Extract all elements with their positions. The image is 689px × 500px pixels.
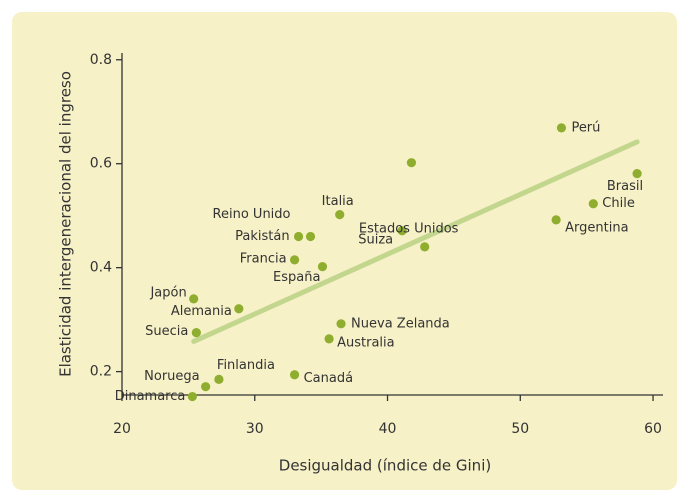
point-label: Japón <box>149 285 186 300</box>
y-tick-label: 0.2 <box>90 364 112 380</box>
y-tick-label: 0.8 <box>90 52 112 68</box>
y-tick-label: 0.4 <box>90 260 112 276</box>
point <box>214 374 224 385</box>
point-label: Reino Unido <box>213 207 291 222</box>
point <box>551 215 561 225</box>
point-label: Australia <box>337 335 395 350</box>
trend-line <box>191 139 640 344</box>
point <box>335 210 345 220</box>
point-label: Dinamarca <box>115 389 186 404</box>
point <box>289 370 300 380</box>
point-label: España <box>273 270 320 285</box>
x-axis-title: Desigualdad (índice de Gini) <box>279 457 491 475</box>
point <box>556 123 567 133</box>
point <box>406 158 417 168</box>
point <box>324 334 334 344</box>
point <box>336 319 346 329</box>
point-label: Pakistán <box>235 229 289 244</box>
point <box>317 262 328 272</box>
point-label: Chile <box>602 196 635 211</box>
point-label: Nueva Zelanda <box>351 316 450 331</box>
point-label: Noruega <box>144 369 199 384</box>
y-axis-title: Elasticidad intergeneracional del ingres… <box>57 71 75 377</box>
point <box>420 242 430 252</box>
x-tick-label: 50 <box>511 421 529 437</box>
x-tick-label: 30 <box>246 421 264 437</box>
point-label: Suiza <box>358 232 393 247</box>
point-label: Brasil <box>607 179 643 194</box>
point-label: Estados Unidos <box>359 221 459 236</box>
x-tick-label: 20 <box>113 421 131 437</box>
point-label: Argentina <box>565 220 628 235</box>
point-label: Alemania <box>171 304 232 319</box>
x-tick-label: 40 <box>379 421 397 437</box>
point-label: Perú <box>571 120 600 135</box>
y-tick-label: 0.6 <box>90 156 112 172</box>
point <box>189 294 199 304</box>
point <box>191 328 201 338</box>
point <box>632 168 642 179</box>
panel <box>12 12 677 490</box>
point <box>187 391 197 402</box>
point <box>289 255 300 265</box>
point <box>397 226 407 236</box>
point <box>293 231 304 242</box>
point-label: Suecia <box>145 324 188 339</box>
point <box>588 199 598 209</box>
point <box>305 231 316 242</box>
point-label: Francia <box>240 251 287 266</box>
point-label: Canadá <box>304 371 353 386</box>
x-tick-label: 60 <box>644 421 662 437</box>
point-label: Finlandia <box>217 358 275 373</box>
point <box>234 304 244 314</box>
point <box>201 382 211 392</box>
point-label: Italia <box>322 194 354 209</box>
